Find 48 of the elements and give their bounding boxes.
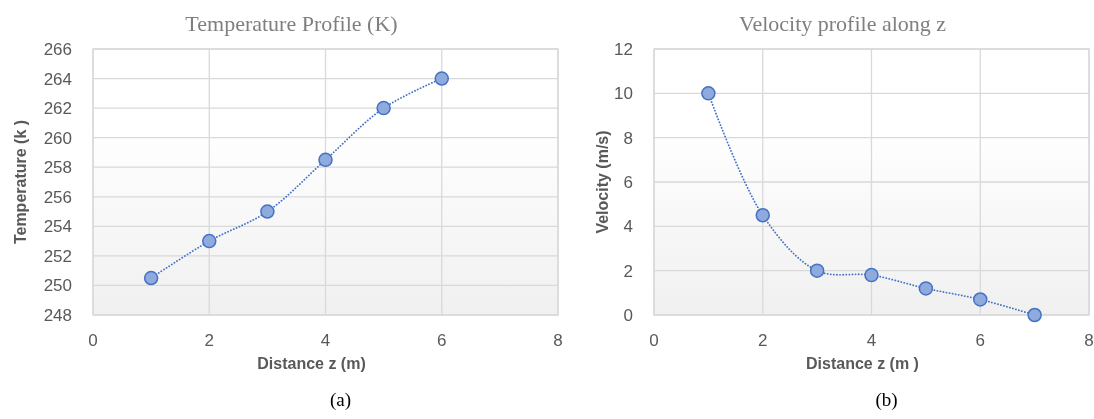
x-tick-label: 8 <box>1084 331 1094 350</box>
chart-title: Temperature Profile (K) <box>185 11 398 36</box>
point <box>143 270 159 286</box>
x-tick-label: 2 <box>204 331 214 350</box>
y-tick-label: 264 <box>43 69 72 89</box>
point <box>755 208 770 223</box>
x-tick-label: 8 <box>553 331 563 350</box>
y-tick-label: 10 <box>614 84 633 104</box>
y-tick-label: 8 <box>623 128 633 148</box>
y-tick-label: 256 <box>43 187 72 207</box>
y-tick-label: 4 <box>623 217 633 237</box>
x-tick-label: 6 <box>437 331 447 350</box>
x-tick-label: 2 <box>758 331 768 350</box>
x-axis-title: Distance z (m) <box>257 355 366 372</box>
y-tick-label: 2 <box>623 261 633 281</box>
point <box>973 292 988 307</box>
y-tick-label: 258 <box>43 158 72 178</box>
point <box>809 263 825 278</box>
x-tick-label: 0 <box>88 331 98 350</box>
x-tick-label: 0 <box>649 331 659 350</box>
point <box>434 71 449 86</box>
x-tick-label: 4 <box>320 331 331 350</box>
y-tick-label: 254 <box>43 217 72 237</box>
y-tick-label: 260 <box>43 128 72 148</box>
point <box>864 267 879 283</box>
point <box>202 233 217 249</box>
point <box>318 152 333 168</box>
point <box>918 281 934 296</box>
x-tick-label: 4 <box>866 331 877 350</box>
chart-title: Velocity profile along z <box>738 11 947 36</box>
y-tick-label: 262 <box>43 99 72 119</box>
point <box>701 86 716 101</box>
x-axis-title: Distance z (m ) <box>806 355 919 372</box>
y-axis-title: Temperature (k ) <box>11 119 29 245</box>
y-tick-label: 6 <box>623 172 633 192</box>
point <box>260 204 275 219</box>
y-tick-label: 248 <box>43 305 72 325</box>
y-tick-label: 0 <box>623 305 633 325</box>
text: (a) <box>329 389 352 411</box>
point <box>376 100 391 116</box>
x-tick-label: 6 <box>975 331 985 350</box>
point <box>1027 307 1042 323</box>
y-tick-label: 266 <box>43 39 72 59</box>
y-axis-title: Velocity (m/s) <box>593 130 611 234</box>
y-tick-label: 12 <box>614 39 633 59</box>
y-tick-label: 250 <box>43 276 72 296</box>
y-tick-label: 252 <box>43 246 72 266</box>
text: (b) <box>875 389 898 411</box>
